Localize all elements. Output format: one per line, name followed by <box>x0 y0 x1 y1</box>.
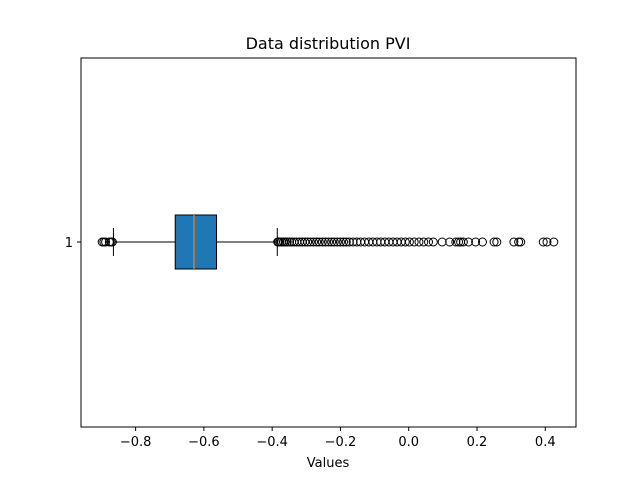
outlier-point <box>101 237 111 247</box>
outlier-point <box>458 237 468 247</box>
plot-layer <box>97 214 559 270</box>
outlier-point <box>332 237 342 247</box>
x-tick-label: 0.0 <box>398 435 419 450</box>
outlier-point <box>516 237 526 247</box>
outlier-point <box>341 237 351 247</box>
outlier-point <box>414 237 424 247</box>
outlier-point <box>329 237 339 247</box>
x-tick-label: −0.6 <box>188 435 220 450</box>
outlier-point <box>305 237 315 247</box>
outlier-point <box>549 237 559 247</box>
outlier-point <box>404 237 414 247</box>
outlier-point <box>489 237 499 247</box>
outlier-point <box>400 237 410 247</box>
outlier-point <box>314 237 324 247</box>
outlier-point <box>428 237 438 247</box>
outlier-point <box>320 237 330 247</box>
x-tick-label: −0.2 <box>325 435 357 450</box>
outlier-point <box>282 237 292 247</box>
outlier-point <box>424 237 434 247</box>
outlier-point <box>312 237 322 247</box>
outlier-point <box>538 237 548 247</box>
outlier-point <box>409 237 419 247</box>
outlier-point <box>300 237 310 247</box>
x-tick-label: −0.8 <box>120 435 152 450</box>
outlier-point <box>477 237 487 247</box>
box-iqr <box>174 214 218 270</box>
outlier-point <box>542 237 552 247</box>
outlier-point <box>324 237 333 247</box>
outlier-point <box>107 237 117 247</box>
y-tick-label: 1 <box>65 236 73 251</box>
outlier-point <box>419 237 429 247</box>
outlier-point <box>335 237 345 247</box>
outlier-point <box>509 237 519 247</box>
x-axis: −0.8 −0.6 −0.4 −0.2 0.0 0.2 0.4 <box>120 427 556 450</box>
outlier-point <box>492 237 502 247</box>
outlier-point <box>308 237 318 247</box>
x-tick-label: 0.4 <box>535 435 556 450</box>
chart-title: Data distribution PVI <box>246 34 411 53</box>
outlier-point <box>327 237 337 247</box>
x-tick-label: −0.4 <box>256 435 288 450</box>
x-tick-label: 0.2 <box>467 435 488 450</box>
outlier-point <box>317 237 327 247</box>
outlier-point <box>303 237 313 247</box>
outlier-point <box>463 237 473 247</box>
y-axis: 1 <box>65 236 81 251</box>
x-axis-label: Values <box>307 456 350 471</box>
outlier-point <box>445 237 455 247</box>
outlier-point <box>471 237 481 247</box>
outlier-point <box>339 237 349 247</box>
